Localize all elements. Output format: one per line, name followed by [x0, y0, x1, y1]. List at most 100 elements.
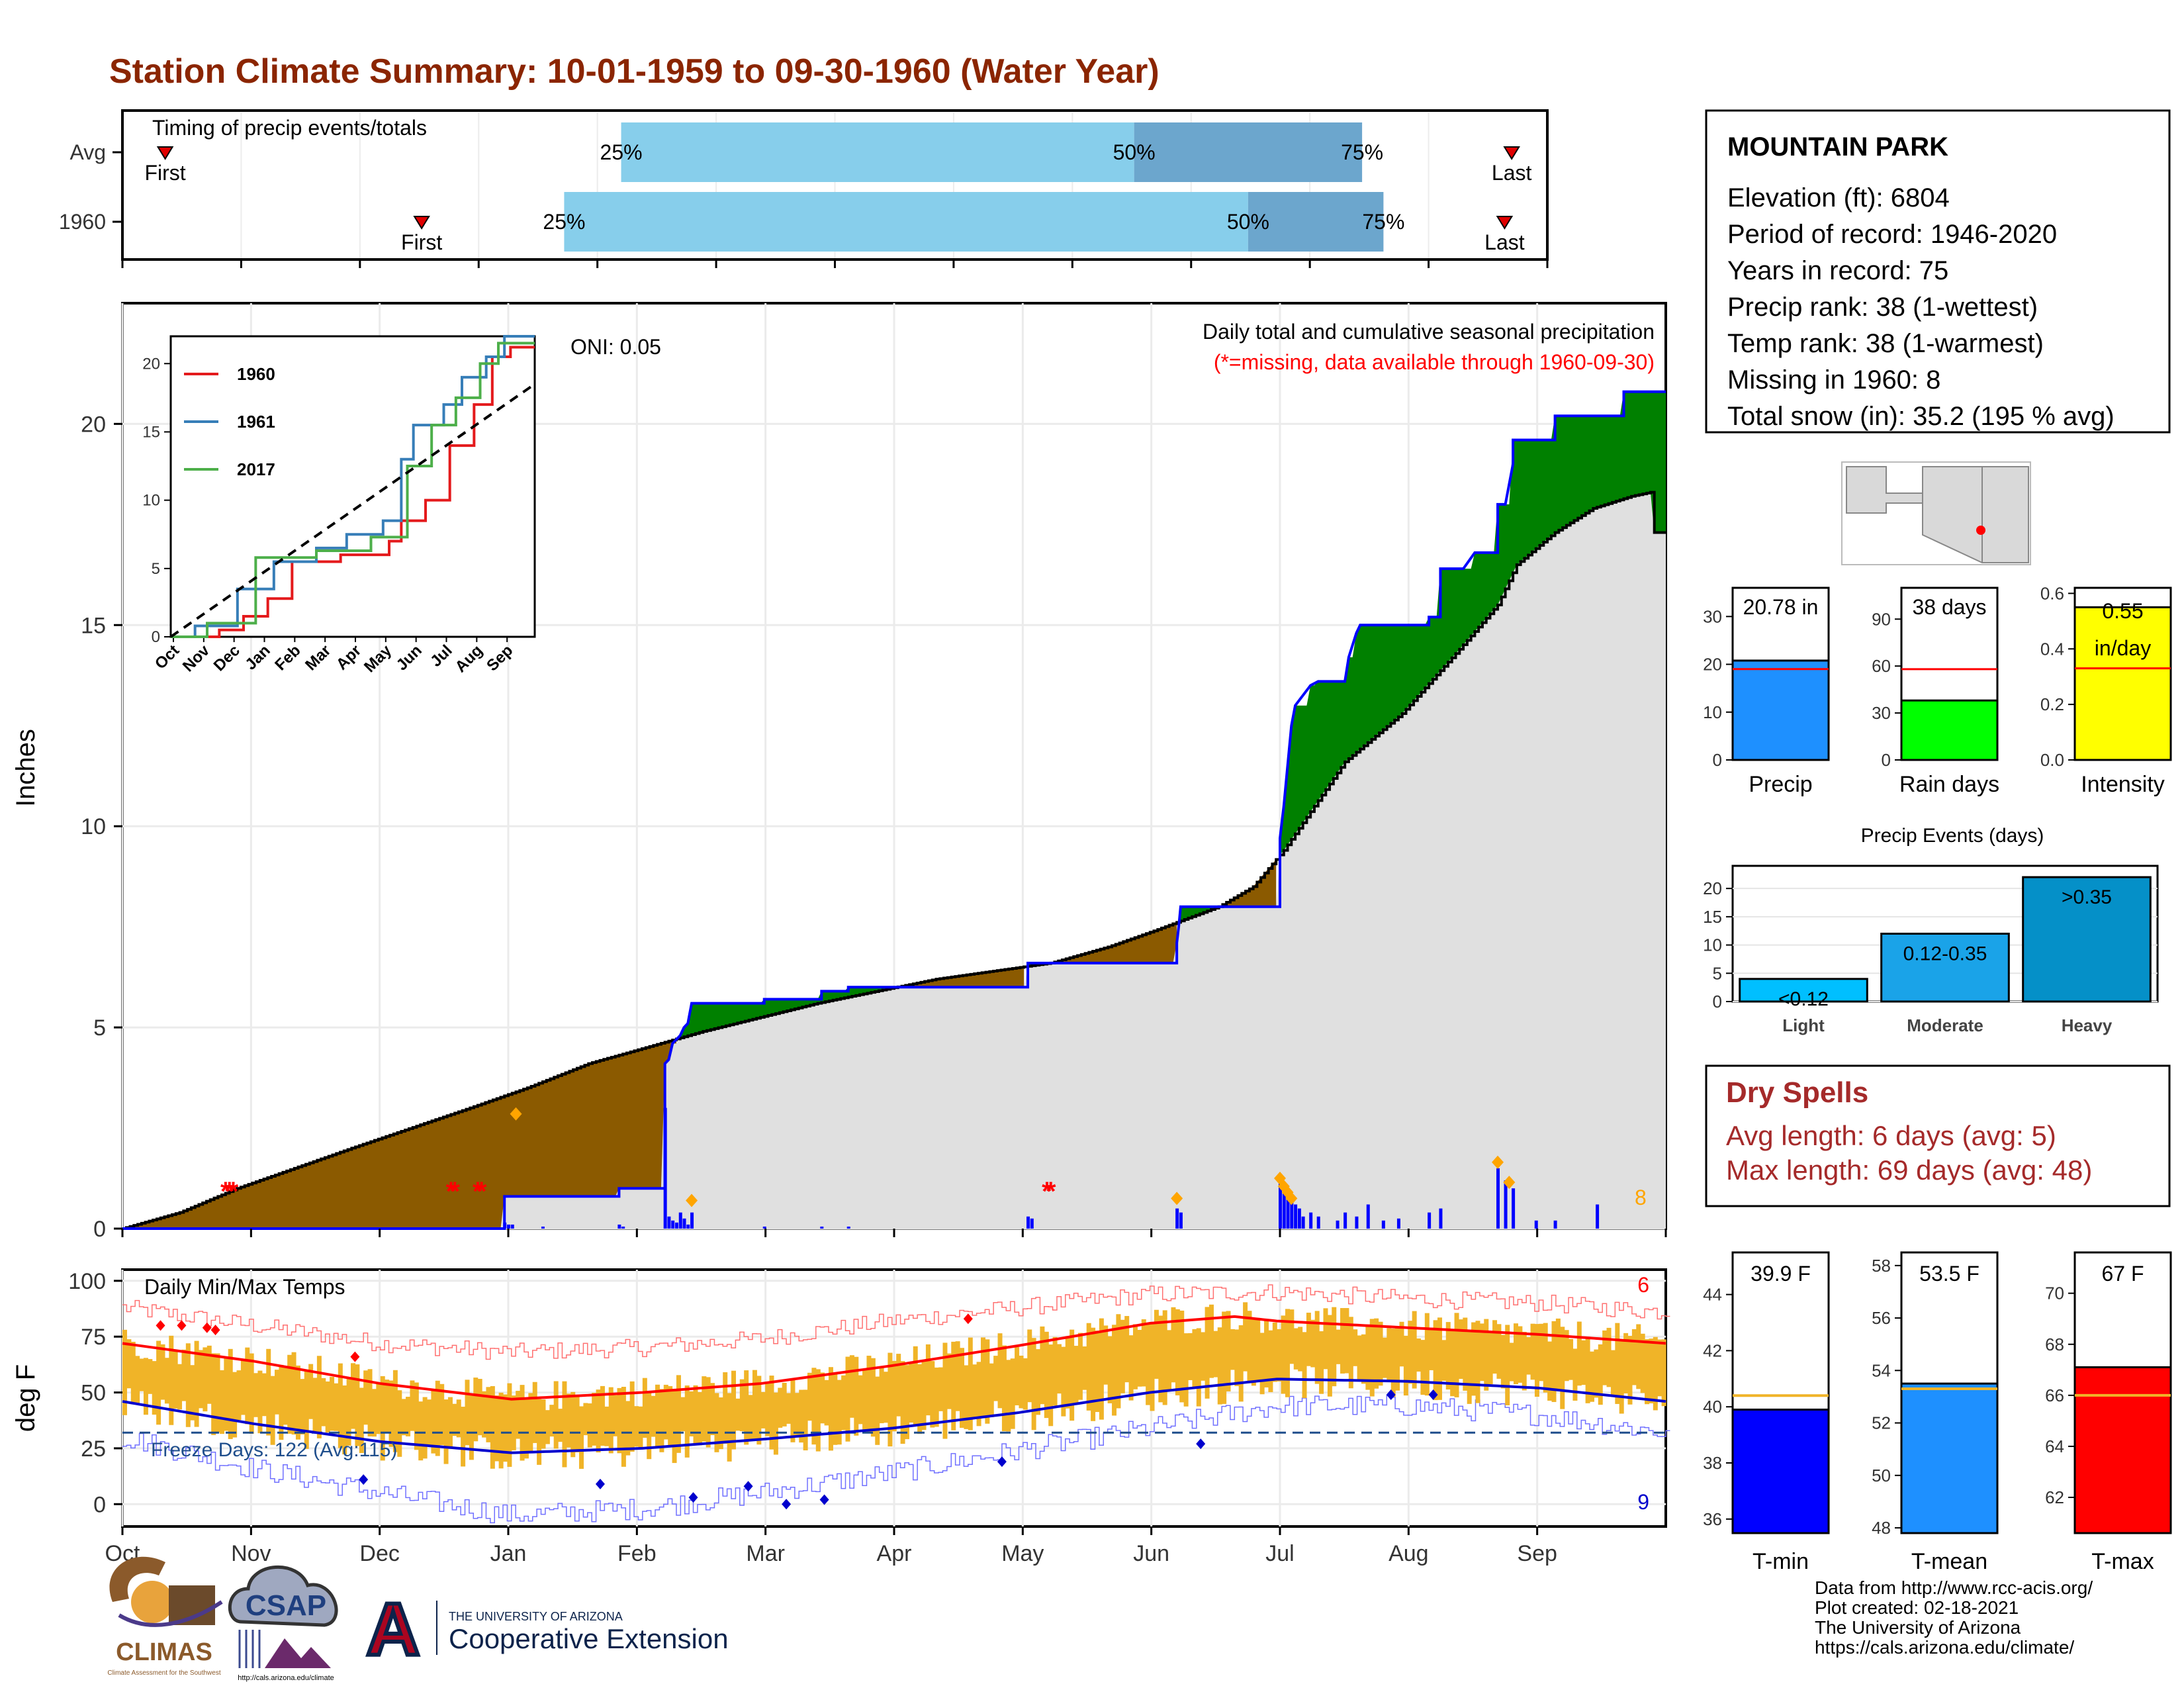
- daily-temp-bar: [1420, 1340, 1426, 1395]
- daily-temp-bar: [786, 1393, 792, 1424]
- daily-temp-bar: [1255, 1319, 1261, 1381]
- daily-temp-bar: [1454, 1313, 1459, 1397]
- daily-temp-bar: [126, 1339, 132, 1389]
- record-high-marker: [350, 1351, 360, 1362]
- daily-temp-bar: [1610, 1350, 1615, 1397]
- daily-precip-bar: [1290, 1200, 1294, 1229]
- daily-precip-bar: [1175, 1208, 1179, 1229]
- daily-temp-bar: [334, 1383, 339, 1431]
- events-bar: [2022, 876, 2152, 1003]
- precip-events-chart: Precip Events (days) 0 5 10 15 20 <0.12 Light 0…: [1703, 825, 2159, 1035]
- record-high-marker: [156, 1320, 165, 1331]
- temp-ytick-label: 75: [81, 1325, 106, 1350]
- daily-precip-bar: [1297, 1208, 1301, 1229]
- daily-temp-bar: [1623, 1333, 1629, 1393]
- daily-temp-bar: [693, 1385, 698, 1444]
- summary-ytick-label: 0: [1882, 750, 1891, 770]
- daily-temp-bar: [1492, 1320, 1498, 1374]
- events-category-label: Moderate: [1907, 1015, 1983, 1035]
- daily-temp-bar: [1298, 1327, 1303, 1372]
- daily-temp-bar: [194, 1340, 199, 1427]
- daily-temp-bar: [1010, 1358, 1015, 1429]
- daily-precip-bar: [762, 1226, 766, 1229]
- first-event-label: First: [401, 230, 442, 254]
- daily-temp-bar: [1073, 1346, 1079, 1404]
- daily-temp-bar: [1183, 1333, 1189, 1407]
- daily-temp-bar: [951, 1341, 956, 1430]
- daily-temp-bar: [1576, 1321, 1582, 1386]
- daily-temp-bar: [257, 1370, 263, 1434]
- daily-temp-bar: [820, 1372, 825, 1424]
- station-detail: Missing in 1960: 8: [1727, 365, 1940, 395]
- daily-temp-bar: [909, 1363, 914, 1423]
- daily-temp-bar: [710, 1383, 715, 1435]
- daily-temp-bar: [494, 1395, 500, 1462]
- daily-temp-bar: [702, 1376, 707, 1442]
- daily-temp-bar: [1023, 1358, 1028, 1410]
- daily-temp-bar: [1175, 1309, 1180, 1395]
- daily-temp-bar: [946, 1353, 952, 1409]
- daily-temp-bar: [752, 1370, 757, 1439]
- daily-temp-bar: [790, 1380, 796, 1442]
- daily-temp-bar: [592, 1392, 597, 1446]
- daily-temp-bar: [431, 1391, 436, 1454]
- daily-temp-bar: [528, 1393, 533, 1451]
- daily-temp-bar: [376, 1382, 381, 1434]
- events-ytick-label: 10: [1703, 935, 1722, 955]
- temp-summary-ytick-label: 52: [1872, 1413, 1891, 1433]
- first-event-marker: [413, 216, 430, 230]
- daily-temp-bar: [1467, 1329, 1472, 1404]
- daily-temp-bar: [562, 1381, 567, 1468]
- daily-temp-bar: [845, 1356, 850, 1442]
- inset-legend-label: 2017: [237, 459, 275, 479]
- missing-data-marker: *: [1046, 1177, 1056, 1206]
- daily-temp-bar: [406, 1397, 411, 1436]
- daily-temp-bar: [169, 1335, 174, 1425]
- summary-ytick-label: 0.4: [2040, 639, 2064, 659]
- daily-temp-bar: [1424, 1313, 1430, 1396]
- daily-temp-bar: [1403, 1335, 1408, 1396]
- timing-bar-late: [1134, 122, 1363, 182]
- summary-bar-charts: 20.78 in 0 10 20 30 Precip 38 days 0 30 60 90 Rain …: [1703, 583, 2172, 797]
- daily-temp-bar: [1348, 1317, 1353, 1389]
- daily-temp-bar: [1132, 1324, 1138, 1389]
- daily-temp-bar: [1479, 1323, 1484, 1382]
- daily-temp-bar: [1061, 1346, 1066, 1417]
- daily-temp-bar: [1196, 1328, 1201, 1407]
- daily-temp-bar: [1539, 1323, 1544, 1382]
- daily-temp-bar: [1365, 1325, 1371, 1390]
- last-event-marker: [1503, 146, 1520, 160]
- daily-temp-bar: [1496, 1324, 1502, 1379]
- daily-temp-bar: [655, 1384, 660, 1448]
- daily-temp-bar: [1327, 1315, 1332, 1397]
- daily-temp-bar: [1277, 1329, 1282, 1382]
- summary-ytick-label: 30: [1872, 703, 1891, 723]
- daily-temp-bar: [253, 1373, 259, 1417]
- temp-summary-ytick-label: 36: [1703, 1509, 1722, 1529]
- daily-temp-bar: [367, 1369, 373, 1436]
- daily-temp-bar: [1395, 1328, 1400, 1391]
- daily-temp-bar: [634, 1406, 639, 1447]
- daily-temp-bar: [1208, 1304, 1214, 1378]
- temp-ytick-label: 100: [68, 1269, 106, 1294]
- daily-temp-bar: [1086, 1323, 1091, 1411]
- daily-temp-bar: [1217, 1327, 1222, 1405]
- summary-bar: [2073, 606, 2172, 761]
- summary-value-label: 38 days: [1912, 595, 1986, 619]
- extreme-precip-marker: [1285, 1192, 1298, 1205]
- daily-temp-bar: [739, 1379, 745, 1432]
- daily-temp-bar: [1543, 1323, 1548, 1393]
- daily-temp-bar: [625, 1401, 631, 1456]
- inset-ytick-label: 10: [142, 492, 160, 510]
- daily-temp-bar: [1077, 1333, 1083, 1400]
- daily-temp-bar: [461, 1407, 466, 1467]
- missing-data-marker: *: [224, 1177, 235, 1206]
- summary-bar: [1900, 699, 1999, 761]
- daily-temp-bar: [1124, 1316, 1130, 1383]
- daily-temp-bar: [651, 1395, 656, 1437]
- daily-temp-bar: [185, 1343, 191, 1427]
- daily-temp-bar: [735, 1398, 741, 1431]
- daily-temp-bar: [1471, 1322, 1477, 1396]
- inset-series-line: [171, 335, 535, 638]
- daily-precip-bar: [1596, 1204, 1600, 1229]
